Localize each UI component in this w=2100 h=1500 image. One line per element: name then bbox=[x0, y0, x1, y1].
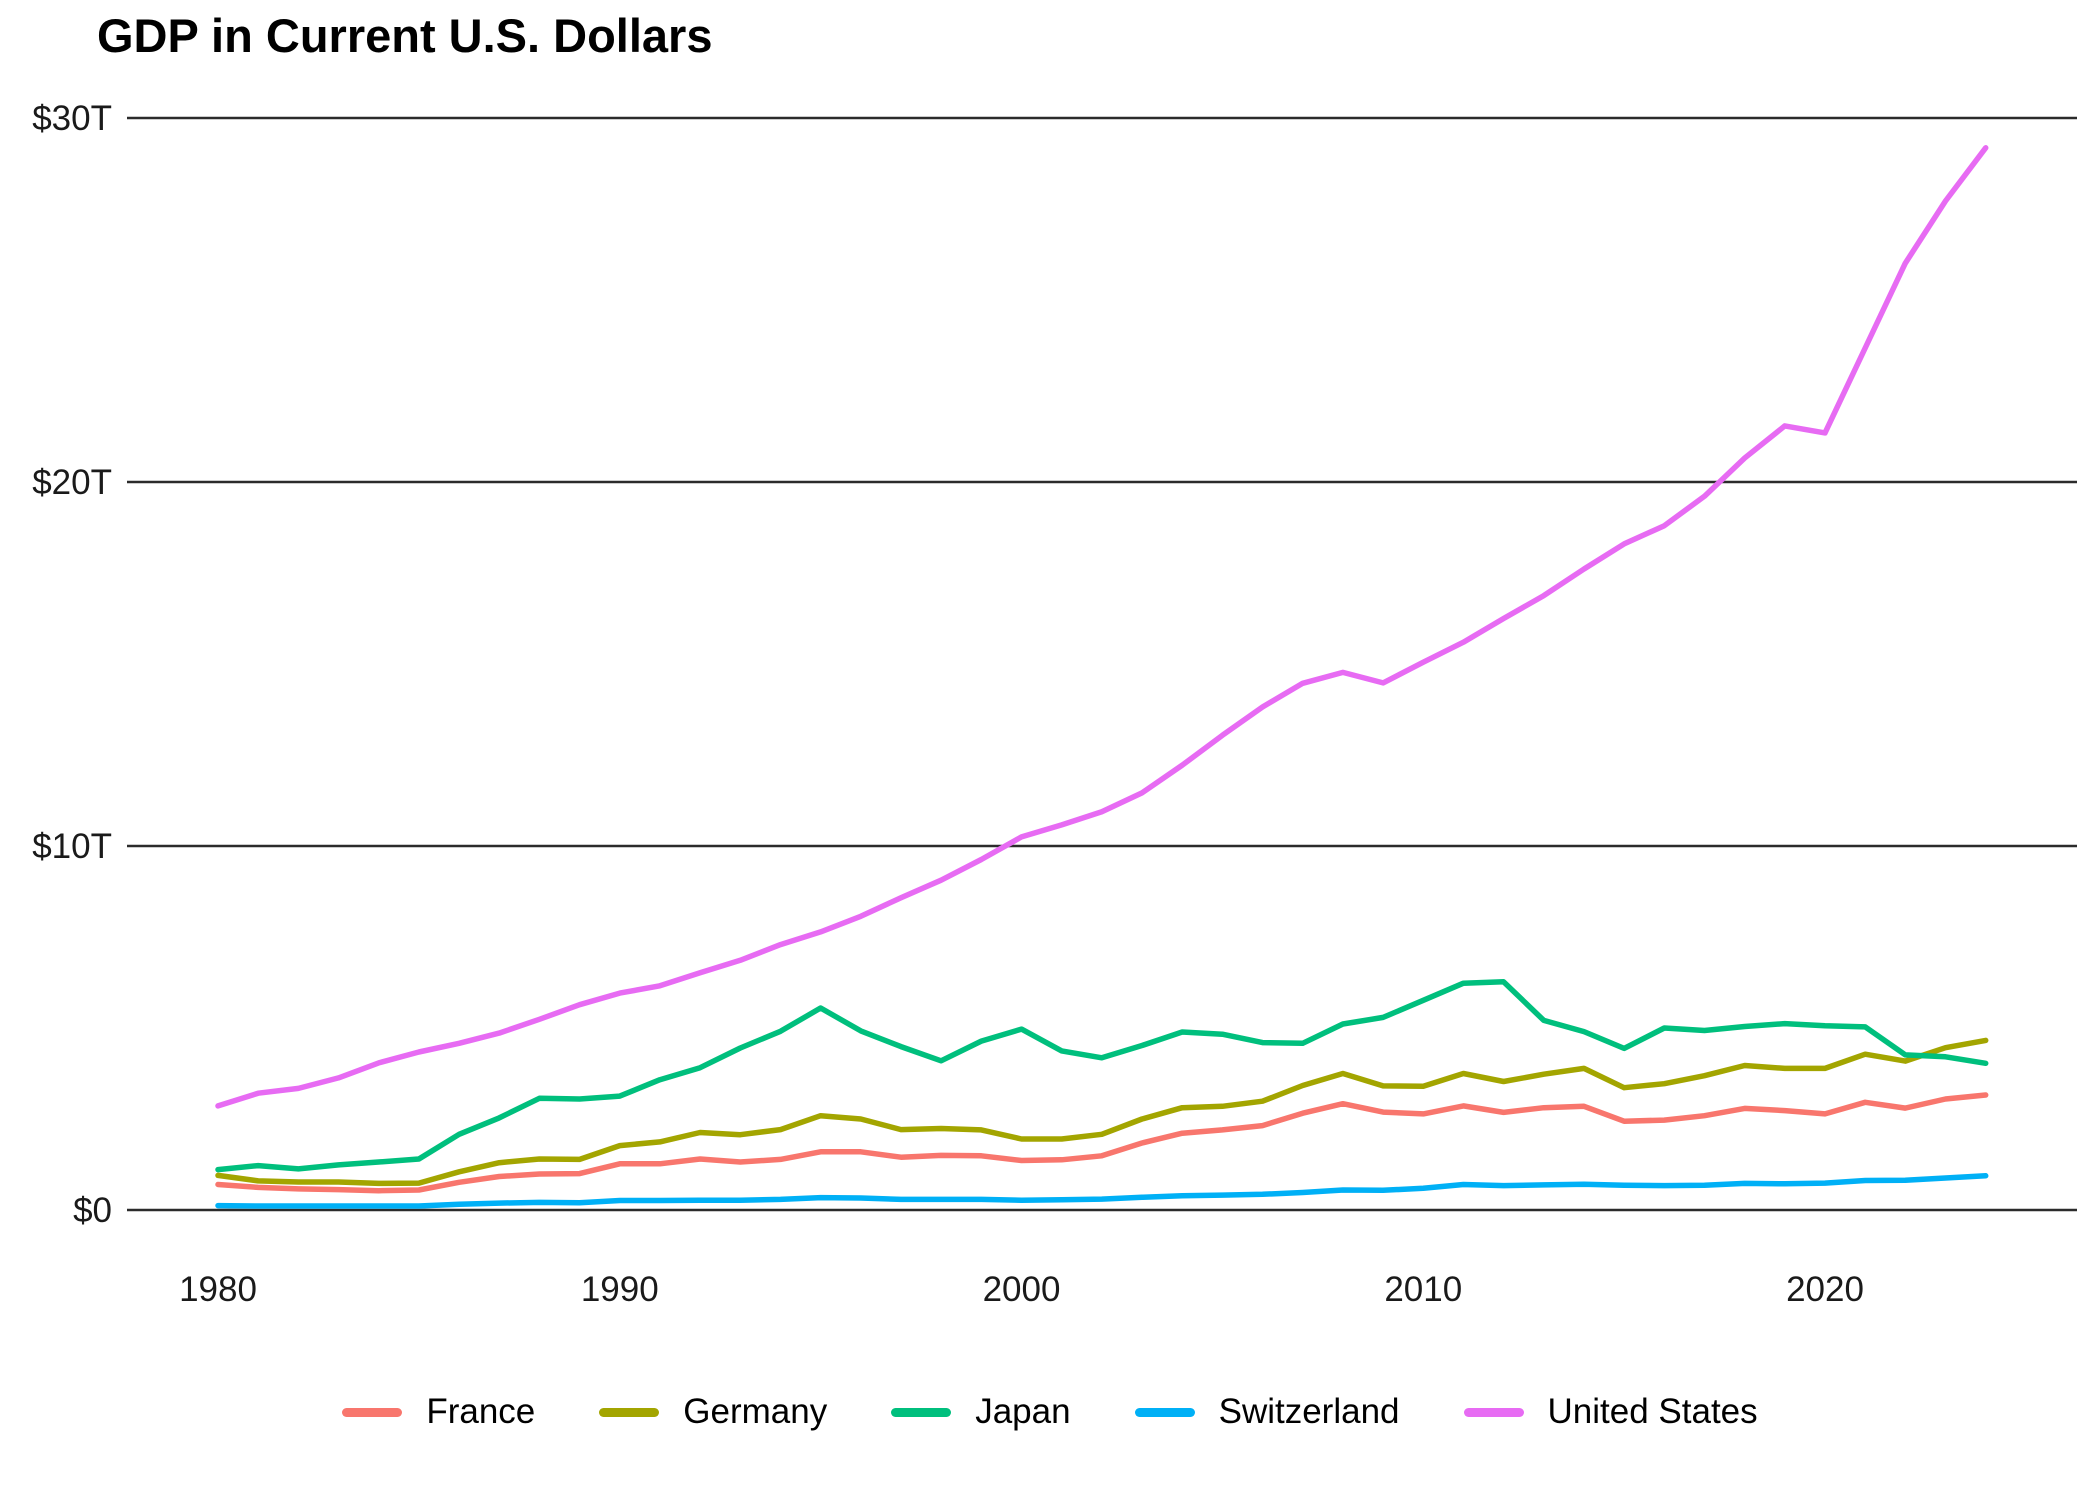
x-tick-label-2010: 2010 bbox=[1384, 1270, 1462, 1309]
legend-label-france: France bbox=[426, 1392, 536, 1431]
legend: France Germany Japan Switzerland United Stat… bbox=[0, 1392, 2100, 1432]
legend-item-united-states: United States bbox=[1463, 1392, 1758, 1432]
x-tick-label-2020: 2020 bbox=[1786, 1270, 1864, 1309]
y-tick-label--10t: $10T bbox=[32, 827, 112, 866]
legend-swatch-germany bbox=[599, 1407, 660, 1417]
x-tick-label-1990: 1990 bbox=[581, 1270, 659, 1309]
series-line-switzerland bbox=[215, 1173, 1989, 1209]
y-tick-label--20t: $20T bbox=[32, 463, 112, 502]
y-tick-label--30t: $30T bbox=[32, 99, 112, 138]
legend-label-japan: Japan bbox=[975, 1392, 1071, 1431]
legend-label-united-states: United States bbox=[1547, 1392, 1758, 1431]
series-line-germany bbox=[215, 1037, 1989, 1187]
legend-item-japan: Japan bbox=[891, 1392, 1071, 1432]
legend-item-switzerland: Switzerland bbox=[1134, 1392, 1400, 1432]
legend-swatch-united-states bbox=[1463, 1407, 1524, 1417]
legend-item-germany: Germany bbox=[599, 1392, 827, 1432]
series-line-united-states bbox=[215, 145, 1989, 1109]
series-line-france bbox=[215, 1092, 1989, 1194]
series-line-japan bbox=[215, 979, 1989, 1173]
legend-item-france: France bbox=[342, 1392, 535, 1432]
legend-label-germany: Germany bbox=[683, 1392, 828, 1431]
legend-swatch-france bbox=[342, 1407, 403, 1417]
x-tick-label-1980: 1980 bbox=[179, 1270, 257, 1309]
y-tick-label--0: $0 bbox=[73, 1191, 112, 1230]
legend-swatch-japan bbox=[891, 1407, 952, 1417]
legend-label-switzerland: Switzerland bbox=[1218, 1392, 1400, 1431]
x-tick-label-2000: 2000 bbox=[983, 1270, 1061, 1309]
chart-title: GDP in Current U.S. Dollars bbox=[97, 9, 713, 62]
legend-swatch-switzerland bbox=[1134, 1407, 1195, 1417]
